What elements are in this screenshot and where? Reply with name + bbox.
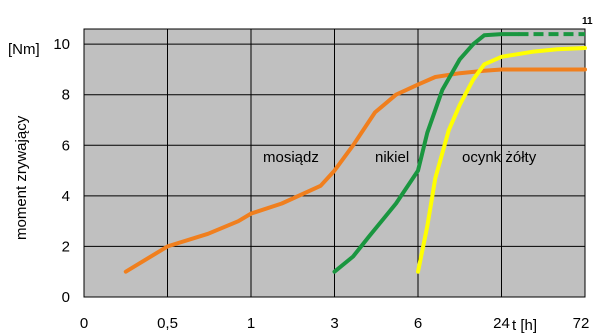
series-label: ocynk żółty [462, 149, 537, 166]
y-tick-label: 8 [62, 87, 70, 104]
series-label: nikiel [375, 149, 409, 166]
y-axis-label: moment zrywający [13, 115, 30, 240]
x-tick-label: 24 [493, 315, 510, 332]
y-tick-labels: 0 2 4 6 8 10 [53, 36, 70, 306]
x-tick-label: 0,5 [157, 315, 178, 332]
y-tick-label: 10 [53, 36, 70, 53]
y-tick-label: 0 [62, 289, 70, 306]
series-labels: mosiądz nikiel ocynk żółty [263, 149, 537, 166]
x-tick-label: 3 [330, 315, 338, 332]
y-tick-label: 6 [62, 137, 70, 154]
y-axis-unit: [Nm] [8, 41, 40, 58]
x-tick-label: 6 [414, 315, 422, 332]
annotation-11: 11 [582, 16, 593, 27]
series-line-ocynk-żółty [416, 46, 587, 274]
x-axis-label: t [h] [512, 317, 537, 334]
x-tick-label: 0 [80, 315, 88, 332]
x-tick-labels: 0 0,5 1 3 6 24 72 [80, 315, 590, 332]
series-line-nikiel [332, 32, 521, 274]
series-label: mosiądz [263, 149, 319, 166]
grid [84, 29, 585, 297]
x-tick-label: 1 [247, 315, 255, 332]
y-tick-label: 2 [62, 238, 70, 255]
series-line-mosiądz [123, 67, 587, 274]
y-tick-label: 4 [62, 188, 70, 205]
x-tick-label: 72 [573, 315, 590, 332]
series-layer [123, 32, 587, 274]
